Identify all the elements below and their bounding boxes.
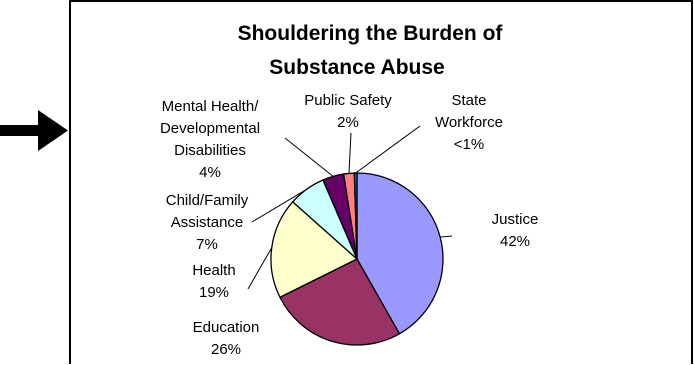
slice-category-label: Education (193, 319, 260, 336)
leader-line-2 (247, 247, 273, 290)
pie-slice-health (270, 200, 359, 299)
chart-title-line-1: Shouldering the Burden of (238, 22, 504, 45)
slice-value-label: 42% (500, 233, 530, 250)
slice-category-label: Assistance (171, 214, 244, 231)
slice-category-label: Justice (492, 211, 539, 228)
slice-category-label: Health (192, 262, 235, 279)
slice-category-label: State (451, 92, 486, 109)
pie-slice-justice (356, 172, 444, 335)
arrow-icon (0, 110, 68, 151)
leader-line-4 (284, 137, 334, 177)
slice-value-label: 26% (211, 341, 241, 358)
slice-category-label: Child/Family (166, 192, 249, 209)
slice-category-label: Disabilities (174, 142, 246, 159)
leader-line-6 (355, 125, 421, 174)
slice-value-label: 4% (199, 164, 221, 181)
leader-line-0 (440, 235, 453, 238)
slice-category-label: Workforce (435, 114, 503, 131)
leader-line-5 (348, 132, 352, 174)
slice-category-label: Developmental (160, 120, 260, 137)
slice-category-label: Mental Health/ (162, 98, 260, 115)
slice-value-label: <1% (454, 136, 484, 153)
pie-slice-state-workforce (353, 172, 358, 260)
slice-category-label: Public Safety (304, 92, 392, 109)
slice-value-label: 7% (196, 236, 218, 253)
slice-value-label: 2% (337, 114, 359, 131)
chart-title: Shouldering the Burden of Substance Abus… (238, 22, 504, 79)
pie-slice-education (279, 258, 401, 346)
slice-value-label: 19% (199, 284, 229, 301)
chart-title-line-2: Substance Abuse (269, 56, 444, 79)
leader-line-3 (251, 188, 307, 223)
chart-frame (69, 0, 693, 364)
